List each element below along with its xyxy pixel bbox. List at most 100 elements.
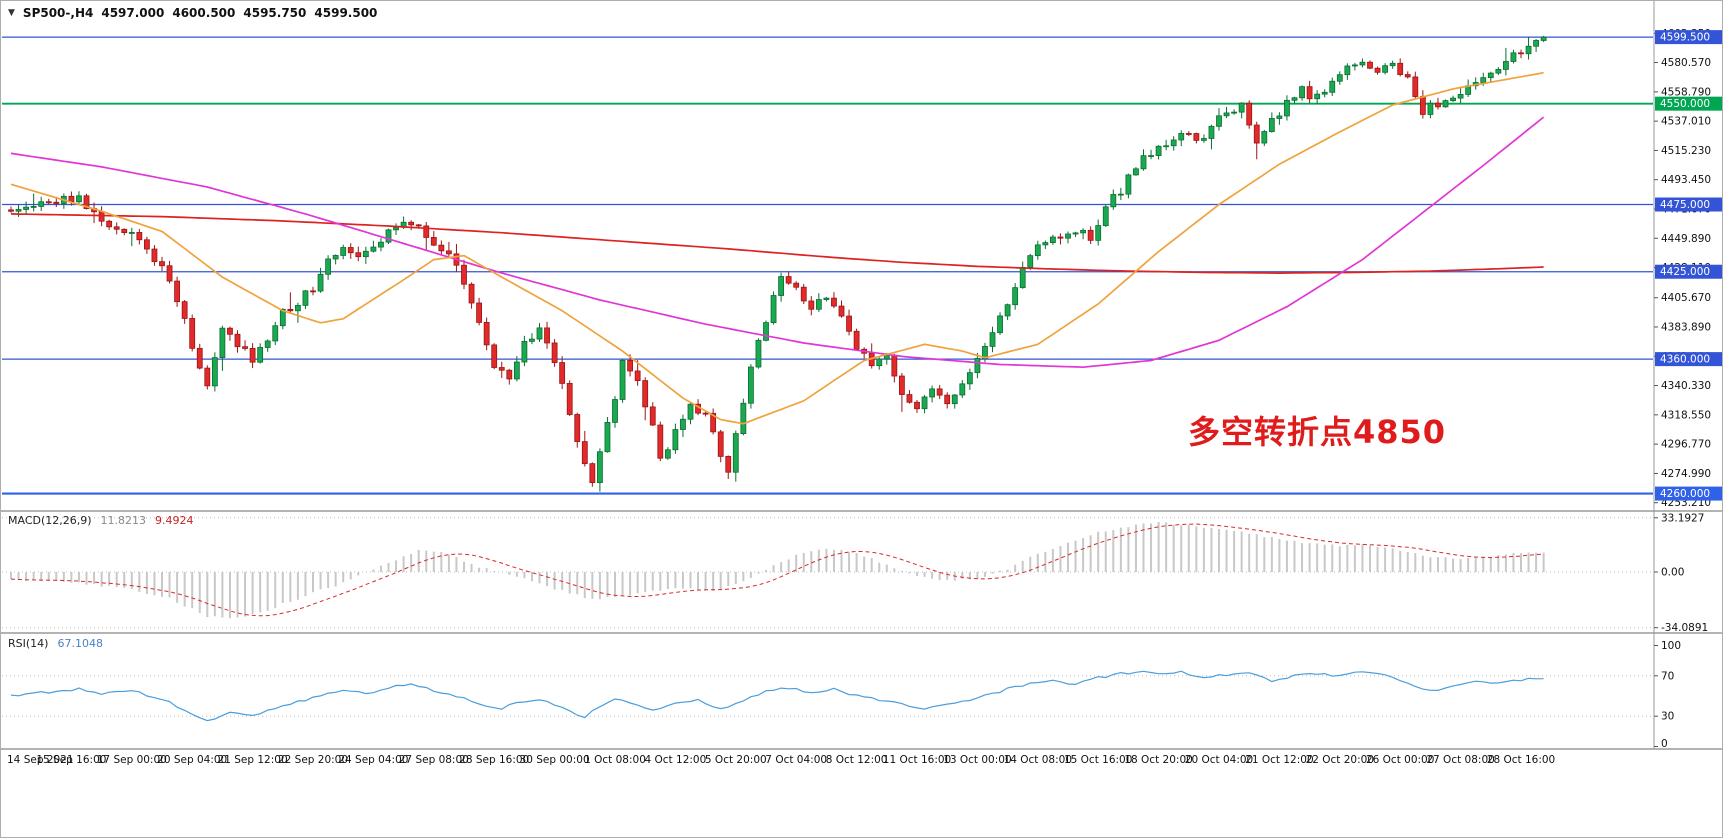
candle [30,206,37,208]
candle [143,239,150,250]
candle [800,286,807,302]
candle [1457,94,1464,99]
candle [1042,242,1049,246]
price-tick-label: 4580.570 [1661,57,1711,69]
annotation-text[interactable]: 多空转折点4850 [1188,413,1447,451]
time-label: 11 Oct 16:00 [883,754,951,766]
price-tick-label: 4274.990 [1661,468,1711,480]
candle [1170,139,1177,147]
candle [1450,97,1456,101]
candle [76,195,82,203]
candle [106,220,113,228]
candle [1246,102,1253,126]
candle [370,246,377,252]
candle [959,383,966,396]
candle [1533,40,1539,47]
candle [634,370,641,381]
candle [815,299,822,310]
candle [136,232,143,241]
candle [1148,155,1154,157]
candle [657,424,664,459]
ma-line-slow-red[interactable] [10,213,1544,274]
candle [491,344,498,368]
moving-averages[interactable] [10,71,1545,425]
candle [1019,266,1026,289]
time-label: 22 Sep 20:00 [278,754,348,766]
candle [740,402,747,434]
candle [234,333,241,348]
candle [196,347,203,369]
candle [385,229,392,243]
rsi-scale-label: 100 [1661,640,1681,652]
candle [1004,304,1011,317]
candle [1080,229,1086,234]
candle [272,325,279,342]
macd-signal-line[interactable] [10,523,1544,617]
candle [1329,80,1336,93]
symbol-dropdown-icon[interactable]: ▼ [8,7,15,18]
price-tick-label: 4449.890 [1661,233,1711,245]
candle [1321,91,1328,95]
candle [415,224,422,227]
price-box-4599.500 [1655,30,1722,45]
price-box-label: 4599.500 [1660,32,1710,44]
candle [287,308,294,312]
macd-indicator-label: MACD(12,26,9) 11.8213 9.4924 [8,514,194,527]
candle [1336,74,1343,82]
candle [317,273,324,292]
candle [642,380,649,408]
candle [294,305,301,312]
price-box-4475.000 [1655,197,1722,212]
candle [1427,102,1434,115]
price-panel[interactable] [2,36,1653,495]
candle [128,232,135,234]
time-label: 1 Oct 08:00 [584,754,646,766]
candle [1291,97,1298,101]
candle [506,369,513,380]
candle [438,244,445,252]
candle [98,211,105,222]
candle [310,290,316,293]
time-label: 13 Oct 00:00 [943,754,1011,766]
candle [1503,61,1509,70]
ma-line-mid-magenta[interactable] [10,116,1545,369]
candle [581,441,588,465]
time-label: 5 Oct 20:00 [705,754,767,766]
price-scale[interactable]: 4602.3504580.5704558.7904537.0104515.230… [1654,28,1723,750]
candle [211,357,218,387]
price-tick-label: 4558.790 [1661,86,1711,98]
candle [732,433,739,473]
rsi-panel[interactable] [2,670,1653,722]
macd-panel[interactable] [2,517,1653,629]
candle [1352,64,1358,67]
time-label: 7 Oct 04:00 [765,754,827,766]
candle [378,241,384,248]
candle [1185,133,1192,135]
candle [53,201,60,204]
candle [445,250,452,255]
price-box-4425.000 [1655,264,1722,279]
candle [1397,62,1404,75]
candle [906,394,913,403]
ohlc-high: 4600.500 [172,6,236,20]
ma-line-fast-orange[interactable] [10,71,1544,425]
rsi-line[interactable] [10,670,1544,722]
candle [1216,115,1222,127]
candle [1314,93,1321,100]
candle [121,228,128,233]
candle [1065,233,1071,239]
candle [853,330,860,350]
candle [566,383,573,415]
candle [408,221,415,226]
candle [468,283,475,304]
candle [1344,65,1351,76]
price-box-4360.000 [1655,352,1722,367]
candle [1140,155,1147,170]
time-label: 22 Oct 20:00 [1306,754,1374,766]
candle [362,250,369,258]
time-label: 4 Oct 12:00 [645,754,707,766]
rsi-scale-label: 30 [1661,711,1674,723]
candle [536,327,543,340]
